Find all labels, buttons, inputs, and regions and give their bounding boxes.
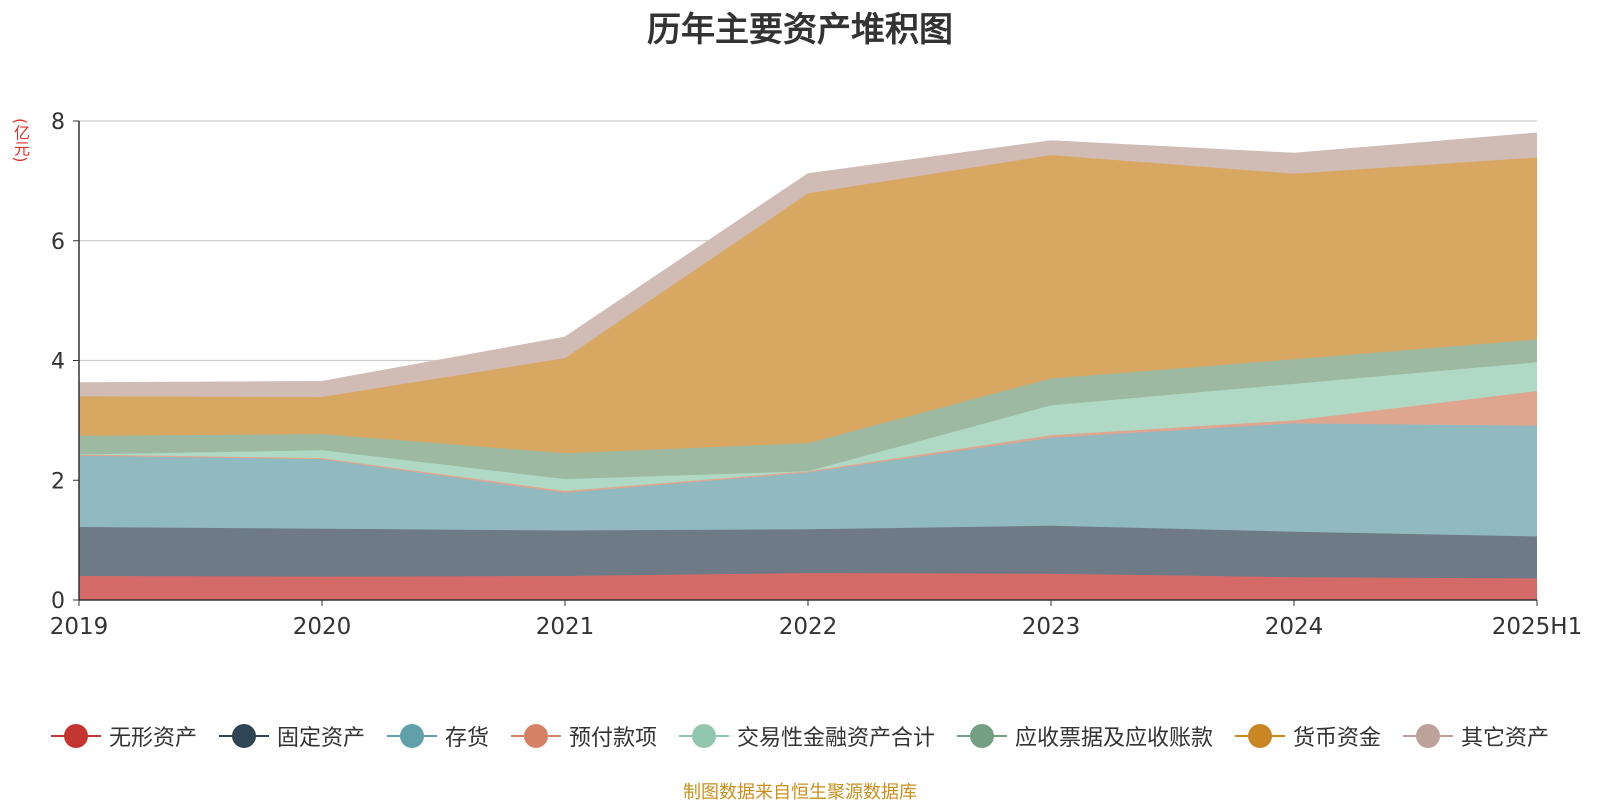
x-tick-label: 2024 <box>1265 614 1324 640</box>
legend-marker-icon <box>679 724 729 748</box>
legend-label: 应收票据及应收账款 <box>1015 726 1214 751</box>
legend-item[interactable]: 存货 <box>386 720 489 752</box>
legend-item[interactable]: 货币资金 <box>1235 720 1381 752</box>
legend-marker-icon <box>50 724 101 748</box>
area-series-0 <box>79 573 1537 600</box>
x-tick-label: 2022 <box>779 614 838 640</box>
legend-marker-icon <box>1403 724 1454 748</box>
y-tick-label: 2 <box>51 469 65 494</box>
source-note: 制图数据来自恒生聚源数据库 <box>683 782 917 803</box>
area-series-3 <box>79 391 1537 493</box>
legend: 无形资产 固定资产 存货 预付款项 交易性金融资产合计 应收票据及应收账款 货币资金 其它资产 <box>0 716 1600 756</box>
x-tick-label: 2023 <box>1022 614 1081 640</box>
legend-label: 存货 <box>444 726 489 751</box>
legend-marker-icon <box>218 724 269 748</box>
legend-item[interactable]: 预付款项 <box>510 720 657 752</box>
y-axis-unit-label: (亿元) <box>11 118 30 163</box>
area-series-1 <box>79 525 1537 579</box>
legend-marker-icon <box>957 724 1008 748</box>
y-tick-label: 6 <box>51 230 65 255</box>
legend-label: 预付款项 <box>568 726 657 751</box>
legend-item[interactable]: 无形资产 <box>50 720 197 752</box>
x-tick-label: 2020 <box>293 614 352 640</box>
legend-label: 交易性金融资产合计 <box>737 726 936 751</box>
area-series-6 <box>79 155 1537 454</box>
y-tick-label: 8 <box>51 110 65 135</box>
x-tick-label: 2021 <box>536 614 595 640</box>
area-series-7 <box>79 133 1537 397</box>
legend-item[interactable]: 固定资产 <box>218 720 365 752</box>
y-tick-label: 4 <box>51 350 65 375</box>
legend-item[interactable]: 其它资产 <box>1403 720 1549 752</box>
x-tick-label: 2019 <box>50 614 109 640</box>
legend-marker-icon <box>386 724 437 748</box>
legend-label: 固定资产 <box>276 726 365 751</box>
axis-layer: 0 2 4 6 8 2019 2020 2021 2022 2023 2024 2025H1 <box>50 110 1583 640</box>
chart-title: 历年主要资产堆积图 <box>647 10 953 50</box>
area-layer <box>78 132 1538 600</box>
legend-label: 无形资产 <box>108 726 197 751</box>
area-line-7 <box>78 132 1538 384</box>
x-tick-label: 2025H1 <box>1492 614 1582 640</box>
legend-label: 货币资金 <box>1293 726 1382 751</box>
legend-marker-icon <box>510 724 561 748</box>
legend-marker-icon <box>1235 724 1286 748</box>
legend-item[interactable]: 交易性金融资产合计 <box>679 720 935 752</box>
legend-item[interactable]: 应收票据及应收账款 <box>957 720 1213 752</box>
area-series-2 <box>79 423 1537 537</box>
y-tick-label: 0 <box>51 589 65 614</box>
legend-label: 其它资产 <box>1461 726 1550 751</box>
